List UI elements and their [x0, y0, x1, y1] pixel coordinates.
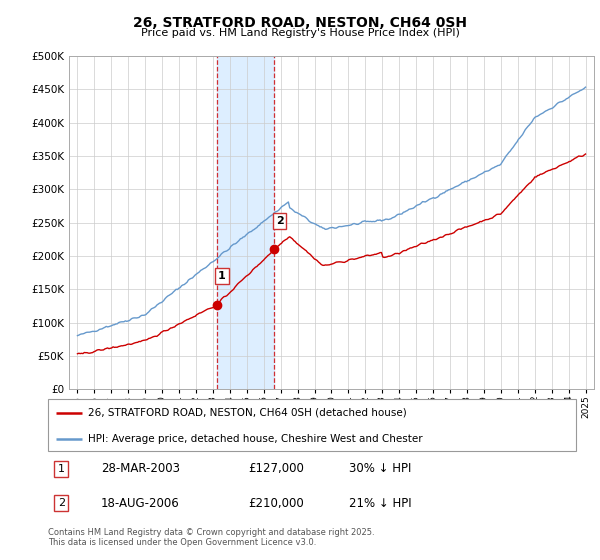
Text: 26, STRATFORD ROAD, NESTON, CH64 0SH (detached house): 26, STRATFORD ROAD, NESTON, CH64 0SH (de… [88, 408, 406, 418]
Text: 21% ↓ HPI: 21% ↓ HPI [349, 497, 412, 510]
Text: 18-AUG-2006: 18-AUG-2006 [101, 497, 179, 510]
Text: 26, STRATFORD ROAD, NESTON, CH64 0SH: 26, STRATFORD ROAD, NESTON, CH64 0SH [133, 16, 467, 30]
FancyBboxPatch shape [48, 399, 576, 451]
Text: £127,000: £127,000 [248, 463, 305, 475]
Text: 1: 1 [218, 271, 226, 281]
Text: 2: 2 [275, 216, 283, 226]
Text: £210,000: £210,000 [248, 497, 304, 510]
Text: Contains HM Land Registry data © Crown copyright and database right 2025.
This d: Contains HM Land Registry data © Crown c… [48, 528, 374, 547]
Text: 28-MAR-2003: 28-MAR-2003 [101, 463, 180, 475]
Text: Price paid vs. HM Land Registry's House Price Index (HPI): Price paid vs. HM Land Registry's House … [140, 28, 460, 38]
Bar [217, 56, 274, 389]
Text: 30% ↓ HPI: 30% ↓ HPI [349, 463, 412, 475]
Text: HPI: Average price, detached house, Cheshire West and Chester: HPI: Average price, detached house, Ches… [88, 434, 422, 444]
Text: 1: 1 [58, 464, 65, 474]
Text: 2: 2 [58, 498, 65, 508]
